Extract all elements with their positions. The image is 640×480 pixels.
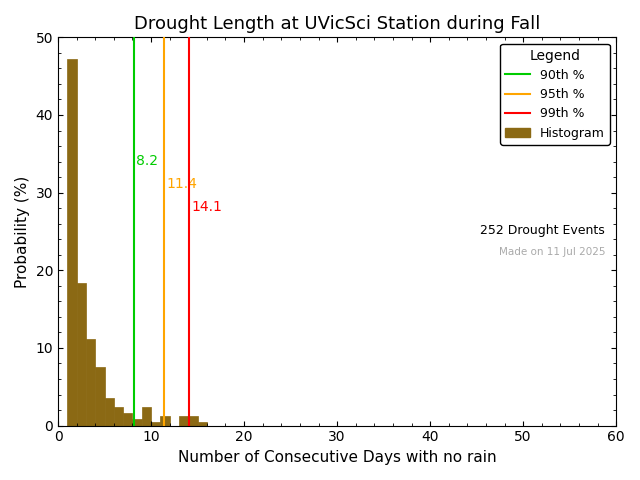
Bar <box>86 339 95 426</box>
Bar <box>151 422 161 426</box>
Bar <box>104 397 114 426</box>
Bar <box>142 407 151 426</box>
Text: 14.1: 14.1 <box>191 200 222 215</box>
Bar <box>179 416 188 426</box>
Text: Made on 11 Jul 2025: Made on 11 Jul 2025 <box>499 247 605 257</box>
Bar <box>67 59 77 426</box>
X-axis label: Number of Consecutive Days with no rain: Number of Consecutive Days with no rain <box>178 450 497 465</box>
Bar <box>123 413 132 426</box>
Text: 8.2: 8.2 <box>136 154 158 168</box>
Bar <box>198 422 207 426</box>
Bar <box>95 367 104 426</box>
Text: 11.4: 11.4 <box>166 177 197 191</box>
Title: Drought Length at UVicSci Station during Fall: Drought Length at UVicSci Station during… <box>134 15 540 33</box>
Legend: 90th %, 95th %, 99th %, Histogram: 90th %, 95th %, 99th %, Histogram <box>500 44 610 144</box>
Bar <box>161 416 170 426</box>
Bar <box>132 420 142 426</box>
Bar <box>114 407 123 426</box>
Y-axis label: Probability (%): Probability (%) <box>15 175 30 288</box>
Bar <box>77 284 86 426</box>
Bar <box>188 416 198 426</box>
Text: 252 Drought Events: 252 Drought Events <box>480 224 605 237</box>
